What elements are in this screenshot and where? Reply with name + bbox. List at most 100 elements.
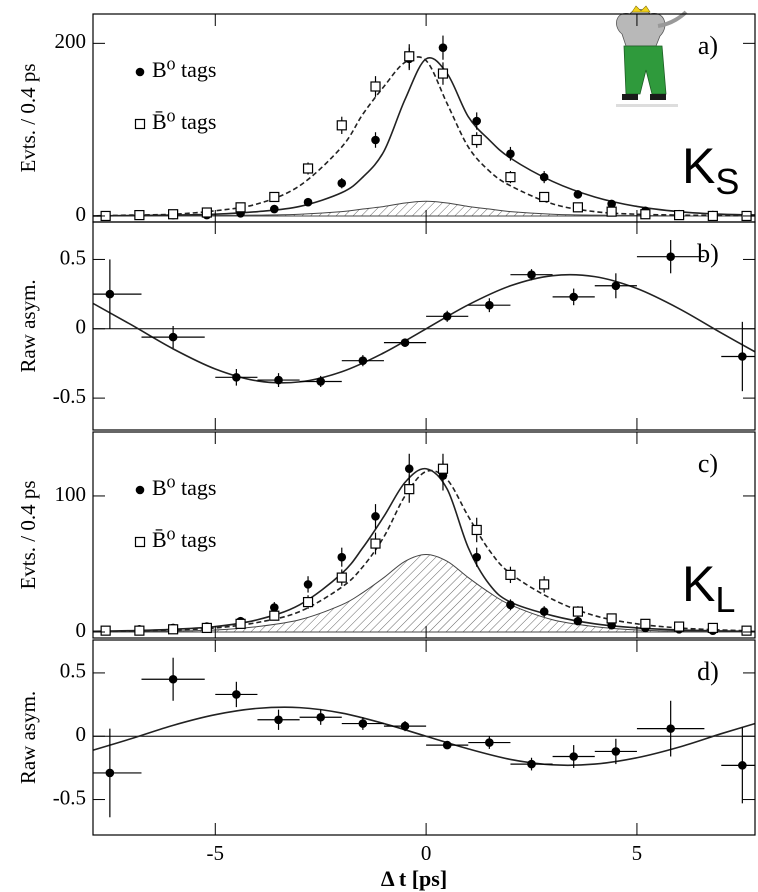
plot-frame xyxy=(92,221,756,431)
plot-area xyxy=(93,657,755,818)
point xyxy=(606,613,617,624)
point xyxy=(572,606,584,617)
point xyxy=(100,625,111,636)
y-axis-label: Raw asym. xyxy=(16,279,40,372)
point xyxy=(471,524,482,536)
point xyxy=(400,721,410,731)
fit-curve xyxy=(93,467,755,633)
point xyxy=(674,621,685,632)
point xyxy=(337,178,347,188)
y-tick-label: 0 xyxy=(76,202,87,226)
y-tick-label: 0.5 xyxy=(60,659,86,683)
legend-marker xyxy=(134,536,146,548)
legend-label: B⁰ tags xyxy=(152,57,216,82)
fit-curve xyxy=(93,57,755,217)
point xyxy=(674,209,685,221)
legend-marker xyxy=(135,67,145,77)
point xyxy=(336,120,347,131)
point xyxy=(404,464,414,474)
point xyxy=(303,197,313,207)
point xyxy=(235,202,246,213)
point xyxy=(640,618,651,629)
point xyxy=(707,210,718,222)
point xyxy=(437,463,449,474)
point xyxy=(527,270,536,279)
point xyxy=(437,68,449,79)
background-area xyxy=(93,200,755,217)
annotation-main: K xyxy=(682,138,715,194)
point xyxy=(640,209,651,220)
point xyxy=(611,281,621,291)
y-tick-label: -0.5 xyxy=(53,785,86,809)
legend-label: B̄⁰ tags xyxy=(152,527,216,552)
point xyxy=(105,289,115,299)
y-axis-label: Evts. / 0.4 ps xyxy=(16,480,40,589)
annotation-main: K xyxy=(682,556,715,612)
annotation-sub: S xyxy=(715,161,739,202)
fit-curve xyxy=(93,56,755,217)
point xyxy=(168,624,179,635)
point xyxy=(270,204,279,214)
point xyxy=(302,596,314,608)
point xyxy=(269,610,280,621)
point xyxy=(168,209,179,220)
annotation: KL xyxy=(682,556,735,619)
panel-label: d) xyxy=(697,657,719,686)
y-tick-label: 200 xyxy=(55,29,87,53)
y-tick-label: 0 xyxy=(76,722,87,746)
y-tick-label: 0.5 xyxy=(60,245,86,269)
point xyxy=(404,51,415,62)
y-axis-label: Evts. / 0.4 ps xyxy=(16,63,40,172)
point xyxy=(371,135,380,145)
logo xyxy=(616,5,688,107)
point xyxy=(371,512,380,521)
plot-frame xyxy=(92,431,756,639)
point xyxy=(505,172,516,183)
annotation: KS xyxy=(682,138,739,201)
fit-curve xyxy=(93,706,755,767)
legend-label: B⁰ tags xyxy=(152,475,216,500)
point xyxy=(358,719,368,728)
point xyxy=(485,738,494,747)
fit-curve xyxy=(93,273,755,384)
point xyxy=(302,163,314,174)
x-tick-label: 5 xyxy=(632,841,643,865)
plot-area xyxy=(93,35,755,222)
point xyxy=(442,311,452,321)
point xyxy=(485,300,494,310)
background-area xyxy=(93,553,755,633)
panel-label: a) xyxy=(698,31,718,60)
annotation-sub: L xyxy=(715,579,735,620)
point xyxy=(569,752,578,761)
point xyxy=(606,206,617,217)
point xyxy=(316,377,325,386)
point xyxy=(666,724,675,733)
y-tick-label: 100 xyxy=(55,482,87,506)
point xyxy=(539,579,550,590)
legend-marker xyxy=(134,118,146,130)
plot-area xyxy=(93,453,755,636)
point xyxy=(472,116,482,126)
panel-label: c) xyxy=(698,449,718,478)
point xyxy=(539,172,549,182)
point xyxy=(471,134,482,146)
point xyxy=(274,715,283,725)
point xyxy=(370,81,381,92)
point xyxy=(738,352,747,361)
point xyxy=(232,690,241,699)
y-tick-label: -0.5 xyxy=(53,384,86,408)
plot-frame xyxy=(92,639,756,836)
point xyxy=(442,740,452,750)
point xyxy=(666,252,675,261)
point xyxy=(539,607,549,616)
point xyxy=(569,292,578,302)
point xyxy=(438,43,448,52)
point xyxy=(105,768,115,778)
point xyxy=(337,552,347,562)
point xyxy=(400,338,410,347)
fit-curve xyxy=(93,469,755,633)
point xyxy=(269,191,280,203)
y-tick-label: 0 xyxy=(76,315,87,339)
